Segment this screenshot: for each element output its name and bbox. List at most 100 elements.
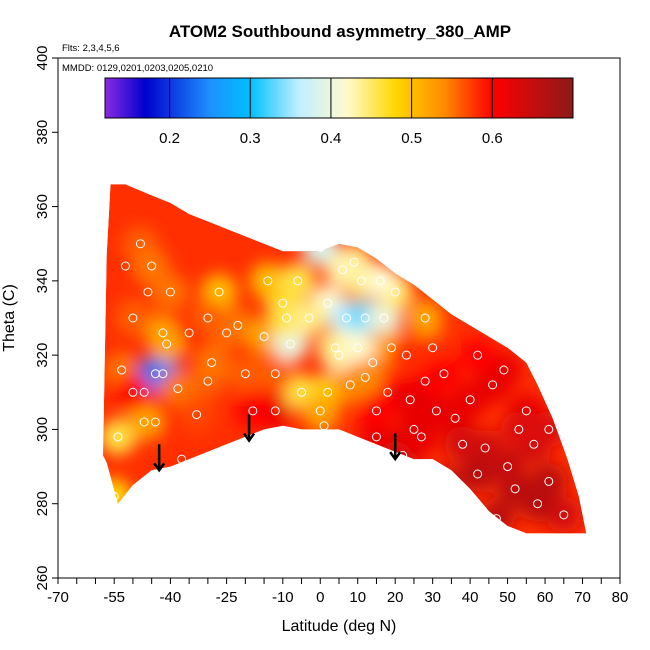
sample-point <box>439 480 449 490</box>
sample-point <box>420 313 430 323</box>
sample-point <box>184 328 194 338</box>
heat-blob <box>324 251 361 288</box>
arrow-annotations <box>153 414 402 473</box>
sample-point <box>270 406 280 416</box>
sample-point <box>192 410 202 420</box>
sample-point <box>420 376 430 386</box>
arrow-head <box>153 462 166 473</box>
sample-point <box>233 320 243 330</box>
heat-blob <box>388 337 425 374</box>
sample-point <box>248 406 258 416</box>
sample-point <box>371 406 381 416</box>
heat-blob <box>347 359 384 396</box>
sample-point <box>113 432 123 442</box>
sample-point <box>544 476 554 486</box>
sample-point <box>416 432 426 442</box>
heat-blob <box>148 326 185 362</box>
sample-point <box>282 313 292 323</box>
sample-point <box>323 298 333 308</box>
arrow-head <box>243 432 256 443</box>
sample-point <box>503 462 513 472</box>
y-tick-label: 280 <box>34 491 51 516</box>
colorbar-tick-label: 0.4 <box>321 130 342 147</box>
heat-blob <box>362 262 399 299</box>
sample-point <box>544 424 554 434</box>
sample-point <box>285 339 295 349</box>
heat-blob <box>459 456 496 492</box>
sample-point <box>135 239 145 249</box>
sample-point <box>315 242 325 252</box>
y-tick-label: 260 <box>34 565 51 590</box>
y-tick-label: 380 <box>34 120 51 145</box>
heat-blob <box>126 404 163 440</box>
x-tick-label: 60 <box>537 589 554 606</box>
chart-title: ATOM2 Southbound asymmetry_380_AMP <box>169 22 511 41</box>
y-tick-label: 360 <box>34 194 51 219</box>
heat-blob <box>291 300 328 336</box>
sample-point <box>158 328 168 338</box>
sample-points <box>109 239 569 524</box>
sample-point <box>147 261 157 271</box>
x-tick-label: -55 <box>103 589 125 606</box>
heat-blob <box>279 262 316 299</box>
sample-point <box>162 339 172 349</box>
sample-point <box>222 328 232 338</box>
x-tick-label: 50 <box>499 589 516 606</box>
y-axis: 260 280 300 320 340 360 380 400 <box>34 45 58 591</box>
heat-blob <box>407 300 444 336</box>
heat-blob <box>459 337 496 374</box>
heat-blob <box>249 262 286 299</box>
x-tick-label: -10 <box>272 589 294 606</box>
y-tick-label: 400 <box>34 45 51 70</box>
sample-point <box>139 387 149 397</box>
x-axis-title: Latitude (deg N) <box>282 618 397 635</box>
sample-point <box>165 287 175 297</box>
heat-blob <box>302 392 339 429</box>
sample-point <box>446 506 456 516</box>
sample-point <box>473 350 483 360</box>
arrow-head <box>389 451 402 462</box>
sample-point <box>360 372 370 382</box>
heat-blob <box>114 300 151 336</box>
sample-point <box>439 369 449 379</box>
sample-point <box>510 484 520 494</box>
sample-point <box>521 406 531 416</box>
colorbar-tick-label: 0.5 <box>401 130 422 147</box>
sample-point <box>386 343 396 353</box>
sample-point <box>368 358 378 368</box>
sample-point <box>263 276 273 286</box>
sample-point <box>293 276 303 286</box>
sample-point <box>360 313 370 323</box>
sample-point <box>203 376 213 386</box>
sample-point <box>529 439 539 449</box>
sample-point <box>259 332 269 342</box>
sample-point <box>330 343 340 353</box>
colorbar-tick-label: 0.2 <box>159 130 180 147</box>
sample-point <box>158 369 168 379</box>
heat-blob <box>103 418 136 455</box>
sample-point <box>488 380 498 390</box>
heat-blob <box>444 426 481 463</box>
sample-point <box>173 384 183 394</box>
sample-point <box>177 454 187 464</box>
colorbar-tick-label: 0.6 <box>482 130 503 147</box>
x-tick-label: 0 <box>316 589 324 606</box>
x-tick-label: 70 <box>574 589 591 606</box>
sample-point <box>120 261 130 271</box>
sample-point <box>319 421 329 431</box>
sample-point <box>315 406 325 416</box>
sample-point <box>323 387 333 397</box>
colorbar: 0.2 0.3 0.4 0.5 0.6 <box>104 77 574 147</box>
heat-blob <box>133 248 170 284</box>
sample-point <box>499 365 509 375</box>
heat-blob <box>234 392 271 429</box>
y-tick-label: 320 <box>34 343 51 368</box>
x-tick-label: -70 <box>47 589 69 606</box>
x-tick-label: 30 <box>424 589 441 606</box>
sample-point <box>465 395 475 405</box>
heat-blob <box>403 418 440 455</box>
sample-point <box>473 469 483 479</box>
y-tick-label: 340 <box>34 268 51 293</box>
sample-point <box>356 276 366 286</box>
